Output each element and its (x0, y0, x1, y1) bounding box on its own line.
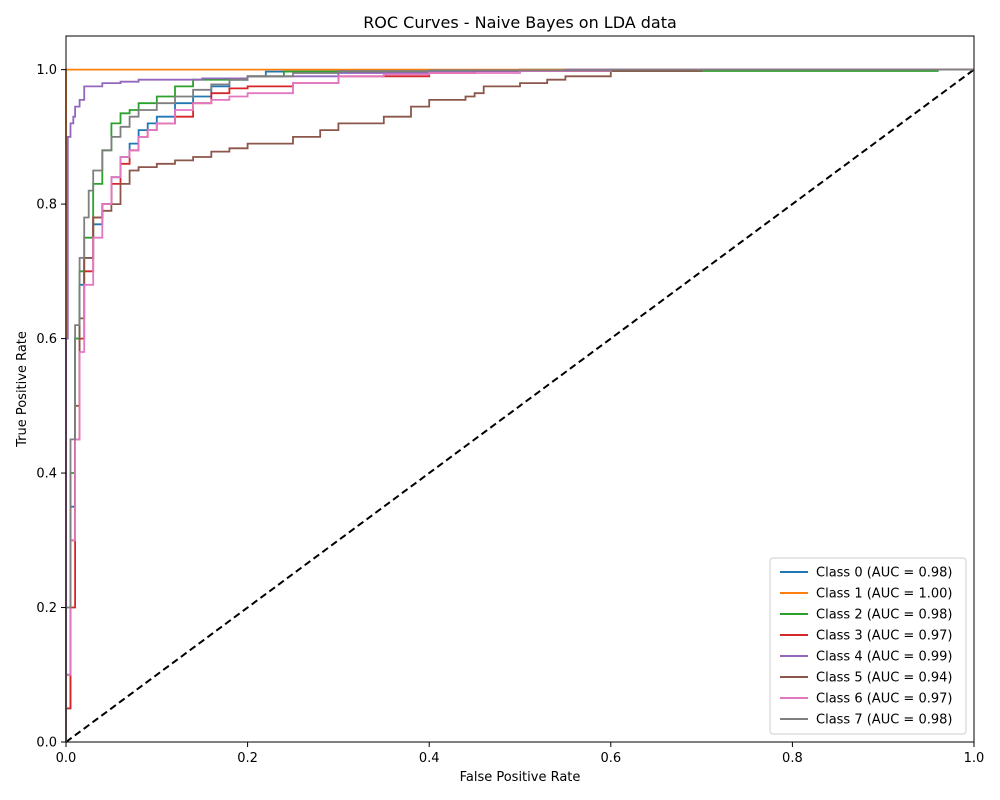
legend: Class 0 (AUC = 0.98) Class 1 (AUC = 1.00)… (769, 557, 967, 735)
y-tick-label: 0.8 (36, 198, 57, 213)
legend-entry-class-6: Class 6 (AUC = 0.97) (816, 692, 952, 707)
reference-diagonal-line (65, 68, 975, 743)
x-tick-label: 0.8 (782, 751, 803, 766)
plot-frame (65, 35, 975, 743)
y-tick-label: 0.2 (36, 601, 57, 616)
x-axis-label: False Positive Rate (460, 770, 581, 785)
x-tick-label: 0.6 (600, 751, 621, 766)
y-tick-label: 0.4 (36, 467, 57, 482)
x-tick-label: 1.0 (964, 751, 985, 766)
legend-box (769, 557, 967, 735)
roc-curve-class-6 (65, 68, 974, 742)
legend-entry-class-3: Class 3 (AUC = 0.97) (816, 629, 952, 644)
legend-entry-class-4: Class 4 (AUC = 0.99) (816, 650, 952, 665)
legend-entry-class-0: Class 0 (AUC = 0.98) (816, 566, 952, 581)
y-tick-label: 1.0 (36, 63, 57, 78)
chart-title: ROC Curves - Naive Bayes on LDA data (363, 13, 677, 32)
legend-entry-class-2: Class 2 (AUC = 0.98) (816, 608, 952, 623)
x-tick-label: 0.0 (56, 751, 77, 766)
y-axis-ticks: 0.0 0.2 0.4 0.6 0.8 1.0 (36, 63, 66, 751)
legend-entry-class-5: Class 5 (AUC = 0.94) (816, 671, 952, 686)
x-tick-label: 0.2 (237, 751, 258, 766)
roc-curve-class-7 (65, 68, 974, 742)
y-axis-label: True Positive Rate (15, 331, 30, 448)
legend-entry-class-1: Class 1 (AUC = 1.00) (816, 587, 952, 602)
y-tick-label: 0.6 (36, 332, 57, 347)
legend-entry-class-7: Class 7 (AUC = 0.98) (816, 713, 952, 728)
x-axis-ticks: 0.0 0.2 0.4 0.6 0.8 1.0 (56, 742, 985, 766)
y-tick-label: 0.0 (36, 736, 57, 751)
x-tick-label: 0.4 (419, 751, 440, 766)
